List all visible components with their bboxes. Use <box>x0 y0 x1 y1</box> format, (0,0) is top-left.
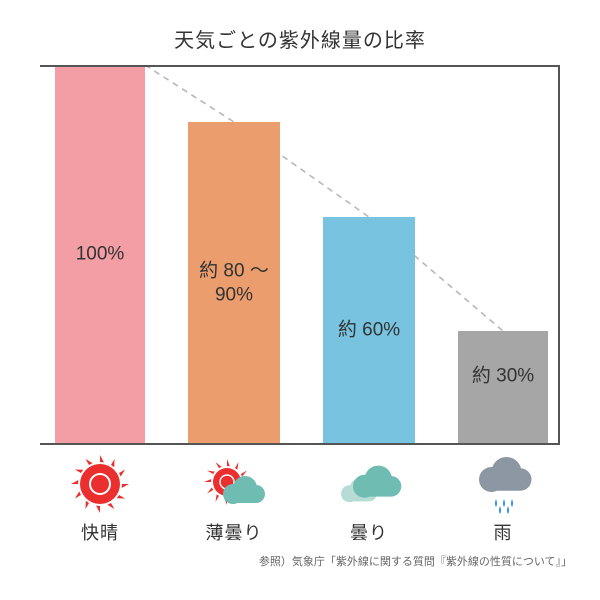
bar-label-rain: 約 30% <box>458 364 548 389</box>
bar-label-clear: 100% <box>55 243 145 268</box>
rain-icon <box>468 455 538 513</box>
sun-cloud-icon <box>199 455 269 513</box>
legend-item-rain: 雨 <box>458 455 548 545</box>
bar-hazy: 約 80 〜90% <box>188 122 280 445</box>
legend-item-clear: 快晴 <box>55 455 145 545</box>
legend-label-hazy: 薄曇り <box>206 519 263 545</box>
sun-icon <box>70 455 130 513</box>
legend-row: 快晴 薄曇り 曇り 雨 <box>40 455 560 545</box>
cloud-icon <box>334 455 404 513</box>
bar-label-cloudy: 約 60% <box>323 319 415 344</box>
chart-title: 天気ごとの紫外線量の比率 <box>0 0 600 53</box>
legend-label-cloudy: 曇り <box>350 519 388 545</box>
bars-container: 100% 約 80 〜90% 約 60% 約 30% <box>40 65 560 445</box>
legend-item-cloudy: 曇り <box>323 455 415 545</box>
legend-label-rain: 雨 <box>494 519 513 545</box>
bar-cloudy: 約 60% <box>323 217 415 445</box>
bar-rain: 約 30% <box>458 331 548 445</box>
legend-item-hazy: 薄曇り <box>188 455 280 545</box>
bar-label-hazy: 約 80 〜90% <box>188 259 280 308</box>
legend-label-clear: 快晴 <box>81 519 119 545</box>
bar-clear: 100% <box>55 65 145 445</box>
chart-area: 100% 約 80 〜90% 約 60% 約 30% <box>40 65 560 445</box>
citation-text: 参照）気象庁「紫外線に関する質問『紫外線の性質について』」 <box>0 545 600 569</box>
